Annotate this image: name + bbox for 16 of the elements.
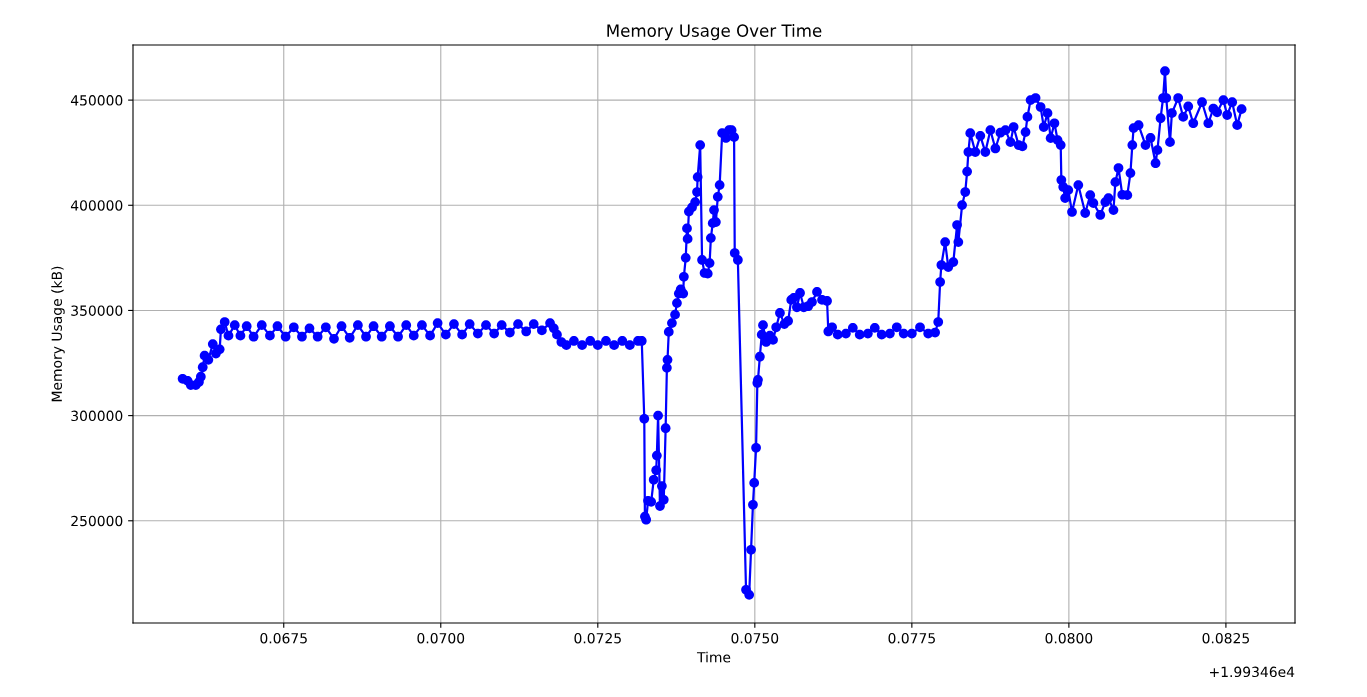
x-tick-label: 0.0675	[260, 632, 307, 644]
y-tick-label: 450000	[70, 95, 123, 106]
text: +1.99346e4	[1210, 666, 1295, 678]
x-tick-label: 0.0825	[1202, 632, 1249, 644]
y-tick-label: 400000	[70, 200, 123, 211]
x-tick-label: 0.0725	[574, 632, 621, 644]
x-axis-title: Time	[696, 651, 731, 663]
chart-title: Memory Usage Over Time	[607, 24, 822, 41]
y-axis-title: Memory Usage (kB)	[51, 266, 65, 402]
y-tick-label: 350000	[71, 305, 123, 316]
x-tick-label: 0.0775	[888, 632, 935, 644]
x-tick-label: 0.0700	[417, 632, 465, 644]
y-tick-label: 250000	[71, 515, 123, 527]
x-tick-label: 0.0800	[1045, 632, 1093, 644]
y-tick-label: 300000	[71, 410, 123, 422]
x-tick-label: 0.0750	[731, 632, 779, 644]
